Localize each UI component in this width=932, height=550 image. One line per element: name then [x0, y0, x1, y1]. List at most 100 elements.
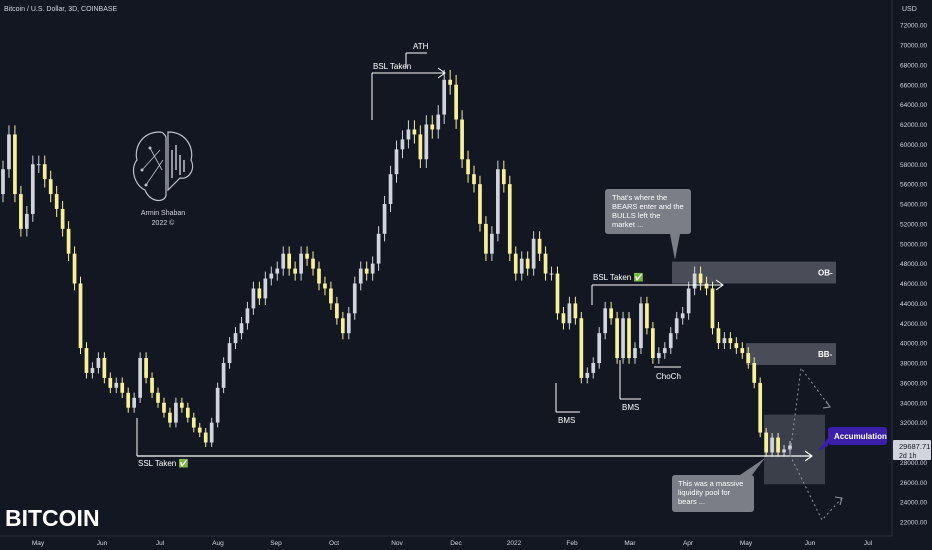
candle-body	[168, 412, 172, 423]
candle-body	[19, 194, 23, 229]
candle	[788, 441, 792, 454]
candle-body	[400, 139, 405, 150]
candle	[782, 445, 786, 457]
x-tick-label: Nov	[391, 540, 403, 547]
candle	[48, 170, 53, 203]
candle-body	[221, 363, 226, 388]
candle	[436, 105, 441, 139]
ath-label: ATH	[413, 42, 429, 51]
candle-body	[668, 333, 673, 349]
accumulation-label: Accumulation	[834, 432, 887, 441]
candle	[90, 362, 95, 379]
candle	[651, 322, 655, 364]
y-axis-unit: USD	[902, 6, 917, 13]
candle	[585, 367, 590, 384]
candle-body	[633, 348, 637, 359]
candle-body	[680, 313, 685, 319]
candle	[251, 281, 256, 315]
candle-body	[484, 223, 488, 254]
y-tick-label: 52000.00	[900, 221, 927, 228]
candle-body	[215, 387, 220, 423]
candle-body	[388, 174, 393, 204]
candle-body	[686, 288, 691, 314]
candle	[317, 261, 321, 291]
candle-body	[472, 174, 476, 185]
candle-body	[13, 134, 17, 195]
candle-body	[519, 258, 524, 274]
candle	[460, 110, 464, 169]
candle-body	[364, 268, 369, 274]
candle-body	[90, 367, 95, 373]
candle-body	[78, 283, 83, 349]
candle	[102, 352, 107, 384]
candle-body	[120, 382, 125, 393]
candle	[531, 231, 536, 276]
candle-body	[30, 164, 35, 214]
candle	[656, 347, 661, 364]
candle	[776, 432, 780, 457]
candle	[615, 311, 619, 364]
candle-body	[245, 308, 250, 324]
candle	[609, 301, 613, 325]
x-axis[interactable]: May Jun Jul Aug Sep Oct Nov Dec 2022 Feb Mar Apr May…	[0, 535, 892, 547]
candle	[448, 69, 453, 95]
candle	[257, 281, 262, 306]
liquidity-callout-line-2: liquidity pool for	[678, 488, 731, 497]
y-tick-label: 32000.00	[900, 420, 927, 427]
candle-body	[549, 273, 554, 275]
candle	[36, 155, 41, 173]
candle-body	[656, 353, 661, 359]
candle-body	[174, 402, 178, 423]
brain-logo-icon	[132, 131, 194, 201]
candle	[484, 216, 488, 261]
y-tick-label: 44000.00	[900, 301, 927, 308]
bears-callout-line-3: BULLS left the	[612, 211, 660, 220]
choch-label: ChoCh	[656, 372, 681, 381]
candle	[680, 306, 685, 325]
y-tick-label: 66000.00	[900, 82, 927, 89]
candle	[525, 251, 530, 276]
candle	[579, 311, 584, 384]
candle	[370, 256, 375, 281]
candle-body	[496, 169, 500, 234]
candle	[197, 422, 202, 438]
candle-body	[537, 238, 542, 254]
bsl-label-1: BSL Taken	[373, 62, 411, 71]
ssl-arrow-icon	[804, 450, 814, 462]
candle-body	[185, 407, 190, 418]
x-tick-label: Sep	[270, 540, 282, 547]
candle-body	[36, 164, 41, 166]
candle-body	[525, 258, 530, 269]
candle-body	[96, 358, 101, 368]
candle-body	[269, 273, 274, 279]
candle-body	[561, 313, 566, 324]
bears-callout-line-4: market ...	[612, 220, 643, 229]
ob-zone	[672, 261, 836, 284]
y-tick-label: 72000.00	[900, 23, 927, 30]
candle	[30, 155, 35, 222]
candle-body	[662, 348, 667, 354]
y-tick-label: 56000.00	[900, 182, 927, 189]
y-tick-label: 28000.00	[900, 460, 927, 467]
candle	[305, 246, 309, 266]
y-tick-label: 46000.00	[900, 281, 927, 288]
candle	[281, 246, 286, 276]
candle	[537, 231, 542, 261]
projection-up-arrow-icon	[822, 400, 831, 409]
candle-body	[704, 283, 709, 289]
candle	[686, 281, 691, 320]
candle-body	[156, 392, 160, 403]
candle	[728, 332, 733, 350]
candle	[549, 266, 554, 281]
candle	[114, 377, 119, 394]
candle	[323, 276, 327, 296]
candle-body	[376, 233, 381, 264]
candle-body	[597, 333, 602, 363]
x-tick-label: Jul	[864, 540, 873, 547]
y-axis[interactable]: USD 22000.0024000.0026000.0028000.003000…	[891, 0, 927, 536]
liquidity-callout-line-3: bears ...	[678, 497, 705, 506]
candle-body	[579, 318, 584, 378]
candle	[96, 352, 101, 374]
candle	[454, 74, 458, 129]
